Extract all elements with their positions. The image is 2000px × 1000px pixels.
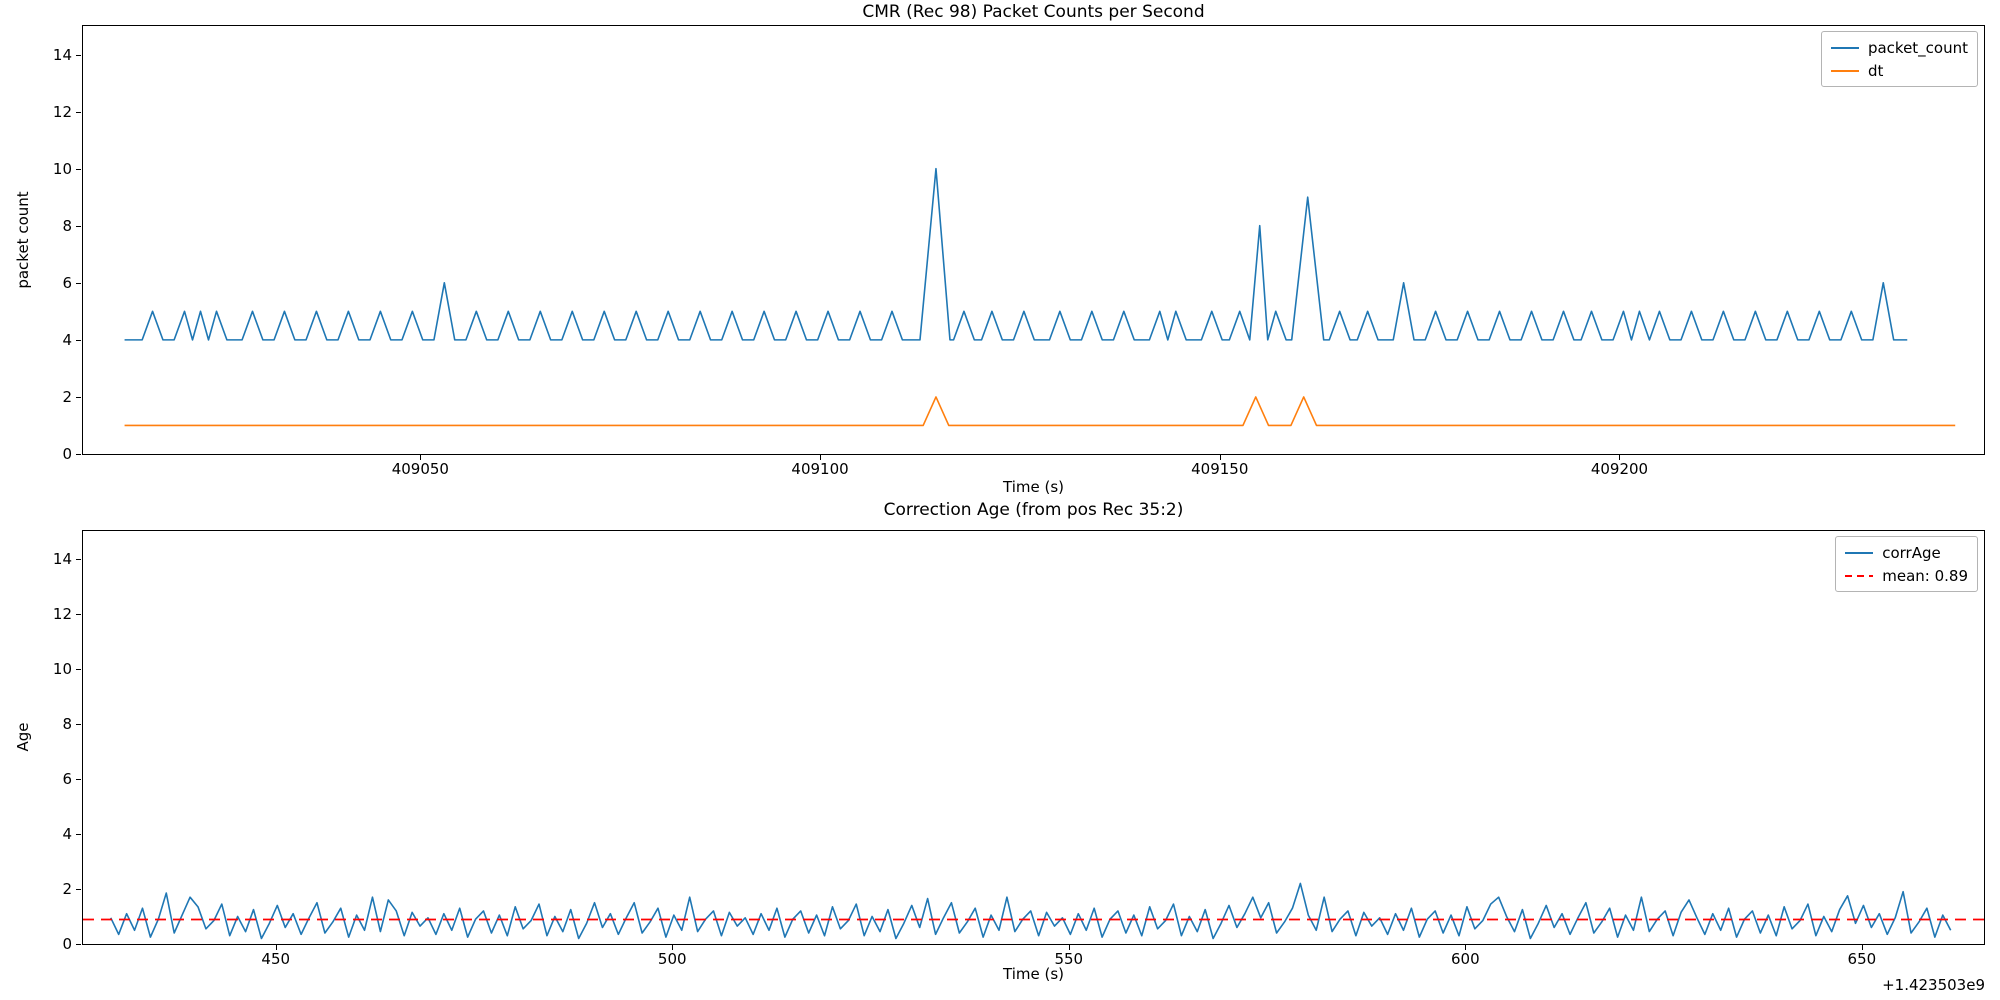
- y-tick-label: 14: [52, 549, 72, 568]
- y-tick-label: 12: [52, 102, 72, 121]
- y-tick-mark: [76, 944, 81, 945]
- x-tick-label: 500: [657, 950, 687, 968]
- y-tick-label: 10: [52, 659, 72, 678]
- x-tick-label: 650: [1847, 950, 1877, 968]
- legend-label: packet_count: [1867, 38, 1968, 57]
- y-tick-mark: [76, 282, 81, 284]
- dt-line: [124, 396, 1956, 427]
- legend-label: mean: 0.89: [1882, 566, 1968, 585]
- correction-age-axes: [82, 530, 1985, 945]
- x-tick-mark: [1068, 945, 1070, 950]
- legend-label: dt: [1867, 61, 1884, 80]
- packet-counts-ylabel: packet count: [14, 191, 32, 289]
- x-tick-mark: [672, 945, 674, 950]
- packet_count-line: [124, 167, 1908, 341]
- legend-entry: mean: 0.89: [1845, 565, 1968, 586]
- y-tick-mark: [76, 833, 81, 835]
- x-tick-label: 600: [1451, 950, 1480, 968]
- x-tick-mark: [1861, 945, 1863, 950]
- correction-age-title: Correction Age (from pos Rec 35:2): [883, 500, 1184, 520]
- y-tick-label: 8: [62, 216, 72, 235]
- y-tick-mark: [76, 778, 81, 780]
- y-tick-label: 14: [52, 45, 72, 64]
- y-tick-label: 6: [62, 769, 72, 788]
- x-tick-mark: [420, 455, 422, 460]
- y-tick-label: 8: [62, 714, 72, 733]
- x-tick-label: 409150: [1191, 460, 1249, 478]
- y-tick-mark: [76, 613, 81, 615]
- y-tick-label: 12: [52, 604, 72, 623]
- correction-age-plot-area: [83, 882, 1984, 940]
- line-swatch: [1845, 551, 1874, 554]
- y-tick-mark: [76, 396, 81, 398]
- line-swatch: [1830, 69, 1859, 72]
- x-tick-mark: [820, 455, 822, 460]
- correction-age-xlabel: Time (s): [1003, 965, 1064, 983]
- y-tick-mark: [76, 558, 81, 560]
- packet-counts-title: CMR (Rec 98) Packet Counts per Second: [862, 2, 1205, 22]
- y-tick-mark: [76, 111, 81, 113]
- x-tick-mark: [1619, 455, 1621, 460]
- y-tick-mark: [76, 668, 81, 670]
- packet-counts-plot-area: [124, 167, 1956, 427]
- correction-age-ylabel: Age: [14, 722, 32, 752]
- dashed-line-swatch: [1845, 574, 1874, 577]
- corrAge-line: [110, 882, 1952, 940]
- packet-counts-axes: [82, 25, 1985, 455]
- x-tick-label: 409200: [1590, 460, 1649, 478]
- legend-label: corrAge: [1882, 543, 1941, 562]
- y-tick-label: 4: [62, 330, 72, 349]
- y-tick-mark: [76, 454, 81, 455]
- x-tick-label: 550: [1054, 950, 1084, 968]
- y-tick-label: 2: [62, 387, 72, 406]
- x-tick-label: 409050: [391, 460, 449, 478]
- y-tick-mark: [76, 723, 81, 725]
- line-swatch: [1830, 46, 1859, 49]
- y-tick-mark: [76, 54, 81, 56]
- packet-counts-xlabel: Time (s): [1003, 478, 1064, 496]
- x-tick-label: 409100: [791, 460, 849, 478]
- y-tick-label: 10: [52, 159, 72, 178]
- x-tick-mark: [275, 945, 277, 950]
- x-tick-mark: [1465, 945, 1467, 950]
- legend-entry: corrAge: [1845, 542, 1968, 563]
- y-tick-mark: [76, 339, 81, 341]
- x-tick-mark: [1219, 455, 1221, 460]
- y-tick-label: 0: [62, 445, 72, 463]
- y-tick-mark: [76, 888, 81, 890]
- y-tick-mark: [76, 168, 81, 170]
- y-tick-label: 6: [62, 273, 72, 292]
- y-tick-label: 4: [62, 824, 72, 843]
- x-tick-label: 450: [261, 950, 291, 968]
- correction-age-legend: corrAge mean: 0.89: [1835, 536, 1978, 592]
- y-tick-label: 2: [62, 879, 72, 898]
- legend-entry: dt: [1830, 60, 1968, 81]
- y-tick-mark: [76, 225, 81, 227]
- y-tick-label: 0: [62, 935, 72, 953]
- legend-entry: packet_count: [1830, 37, 1968, 58]
- x-axis-offset-text: +1.423503e9: [1882, 976, 1985, 994]
